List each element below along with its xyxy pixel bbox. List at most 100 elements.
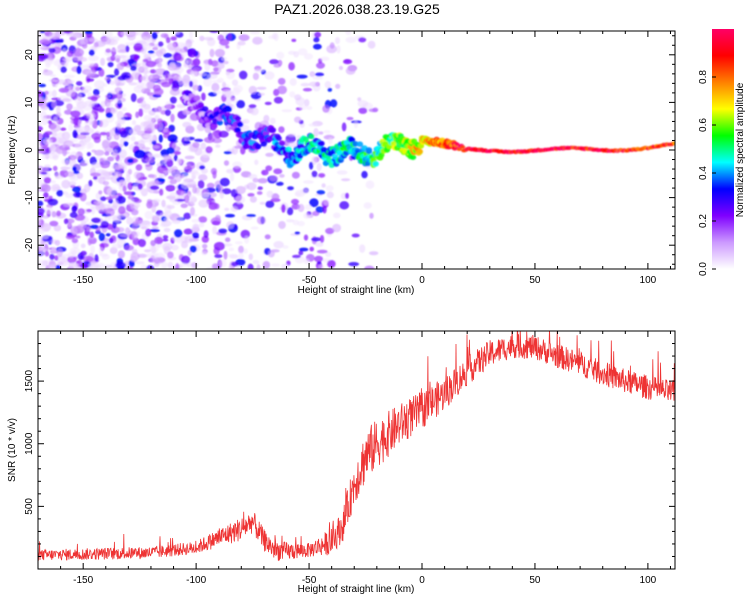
spectrogram-noise-blob — [186, 59, 193, 65]
spectrogram-noise-blob — [364, 265, 375, 269]
snr-x-axis: -150 -100 -50 0 50 100 — [37, 331, 671, 586]
spectrogram-signal-point — [194, 95, 201, 101]
spectrogram-noise-blob — [218, 259, 227, 268]
spectrogram-noise-blob — [122, 185, 127, 193]
spectrogram-noise-blob — [194, 138, 204, 143]
spectrogram-noise-blob — [107, 61, 114, 68]
spectrogram-noise-blob — [267, 250, 275, 258]
spectrogram-noise-blob — [38, 227, 46, 234]
spectrogram-noise-blob — [118, 206, 126, 215]
spectrogram-noise-blob — [43, 177, 52, 184]
spectrogram-noise-blob — [63, 140, 74, 147]
spectrogram-noise-blob — [297, 220, 305, 227]
spectrogram-noise-blob — [157, 118, 163, 124]
spectrogram-noise-blob — [339, 201, 350, 210]
spectrogram-noise-blob — [110, 194, 119, 199]
spectrogram-noise-blob — [84, 217, 90, 223]
spectrogram-noise-blob — [211, 60, 219, 67]
spectrogram-noise-blob — [93, 200, 103, 205]
spectrogram-signal-point — [260, 141, 268, 147]
spectrogram-noise-blob — [60, 66, 67, 73]
spectrogram-noise-blob — [142, 176, 148, 180]
spectrogram-noise-blob — [281, 263, 289, 269]
spectrogram-noise-blob — [221, 188, 232, 195]
spectrogram-noise-blob — [250, 31, 260, 35]
spectrogram-noise-blob — [253, 68, 265, 73]
spectrogram-noise-blob — [134, 141, 139, 145]
spectrogram-noise-blob — [86, 152, 91, 157]
spectrogram-noise-blob — [90, 172, 101, 177]
spectrogram-noise-blob — [102, 159, 110, 167]
spectrogram-noise-blob — [62, 191, 69, 195]
spectrogram-noise-blob — [238, 57, 243, 63]
spectrogram-noise-blob — [83, 183, 91, 193]
spectrogram-signal-point — [331, 154, 339, 160]
spectrogram-noise-blob — [304, 99, 310, 107]
spectrogram-noise-blob — [329, 42, 335, 49]
spectrogram-noise-blob — [115, 92, 123, 100]
spectrogram-noise-blob — [99, 131, 108, 136]
spectrogram-noise-blob — [49, 220, 59, 227]
spectrogram-noise-blob — [318, 264, 324, 269]
spectrogram-noise-blob — [265, 200, 275, 208]
spectrogram-noise-blob — [190, 59, 198, 67]
spectrogram-noise-blob — [87, 237, 93, 246]
spectrogram-noise-blob — [127, 58, 135, 65]
spectrogram-signal-point — [318, 140, 325, 147]
spectrogram-noise-blob — [55, 172, 61, 179]
spectrogram-noise-blob — [214, 48, 225, 58]
spectrogram-noise-blob — [133, 171, 141, 180]
spectrogram-noise-blob — [231, 261, 239, 267]
spectrogram-noise-blob — [264, 234, 271, 240]
spectrogram-noise-blob — [91, 149, 97, 153]
spectrogram-noise-blob — [166, 36, 171, 44]
spectrogram-noise-blob — [54, 239, 61, 246]
spectrogram-noise-blob — [43, 69, 48, 73]
spectrogram-noise-blob — [91, 132, 102, 140]
spectrogram-noise-blob — [276, 51, 285, 60]
spectrogram-noise-blob — [66, 50, 74, 58]
spectrogram-noise-blob — [171, 166, 178, 172]
spectrogram-noise-blob — [136, 140, 145, 147]
snr-series-line — [38, 331, 675, 562]
spectrogram-noise-blob — [111, 243, 121, 249]
spectrogram-noise-blob — [215, 144, 221, 148]
spectrogram-noise-blob — [125, 45, 130, 53]
spectrogram-noise-blob — [93, 176, 98, 180]
spectrogram-noise-blob — [170, 96, 177, 104]
spectrogram-noise-blob — [308, 81, 319, 87]
spectrogram-noise-blob — [293, 51, 300, 58]
spectrogram-noise-blob — [252, 36, 263, 45]
spectrogram-noise-blob — [247, 263, 254, 269]
spectrogram-noise-blob — [173, 151, 181, 155]
spectrogram-signal-point — [308, 133, 315, 140]
spectrogram-signal-point — [460, 145, 466, 149]
spectrogram-noise-blob — [102, 83, 108, 87]
spectrogram-signal-point — [275, 135, 282, 142]
spectrogram-noise-blob — [40, 110, 47, 120]
spectrogram-noise-blob — [108, 141, 120, 149]
spectrogram-noise-blob — [258, 92, 265, 96]
spectrogram-noise-blob — [345, 67, 356, 75]
snr-frame — [37, 330, 676, 570]
spectrogram-noise-blob — [327, 87, 333, 92]
spectrogram-noise-blob — [198, 72, 208, 77]
spectrogram-noise-blob — [67, 79, 75, 84]
spectrogram-noise-blob — [326, 191, 334, 199]
spectrogram-noise-blob — [194, 147, 203, 156]
spectrogram-noise-blob — [197, 180, 205, 189]
spectrogram-noise-blob — [130, 135, 136, 142]
spectrogram-noise-blob — [123, 75, 131, 79]
spectrogram-noise-blob — [143, 53, 149, 59]
spectrogram-noise-blob — [90, 96, 98, 102]
spectrogram-noise-blob — [273, 168, 283, 175]
spectrogram-noise-blob — [206, 182, 215, 189]
spectrogram-noise-blob — [202, 192, 210, 200]
spectrogram-noise-blob — [50, 184, 56, 192]
spectrogram-noise-blob — [249, 196, 257, 203]
snr-y-axis: 500 1000 1500 — [24, 343, 675, 557]
spectrogram-noise-blob — [145, 60, 157, 68]
spectrogram-noise-blob — [88, 103, 95, 108]
spectrogram-noise-blob — [157, 62, 163, 68]
